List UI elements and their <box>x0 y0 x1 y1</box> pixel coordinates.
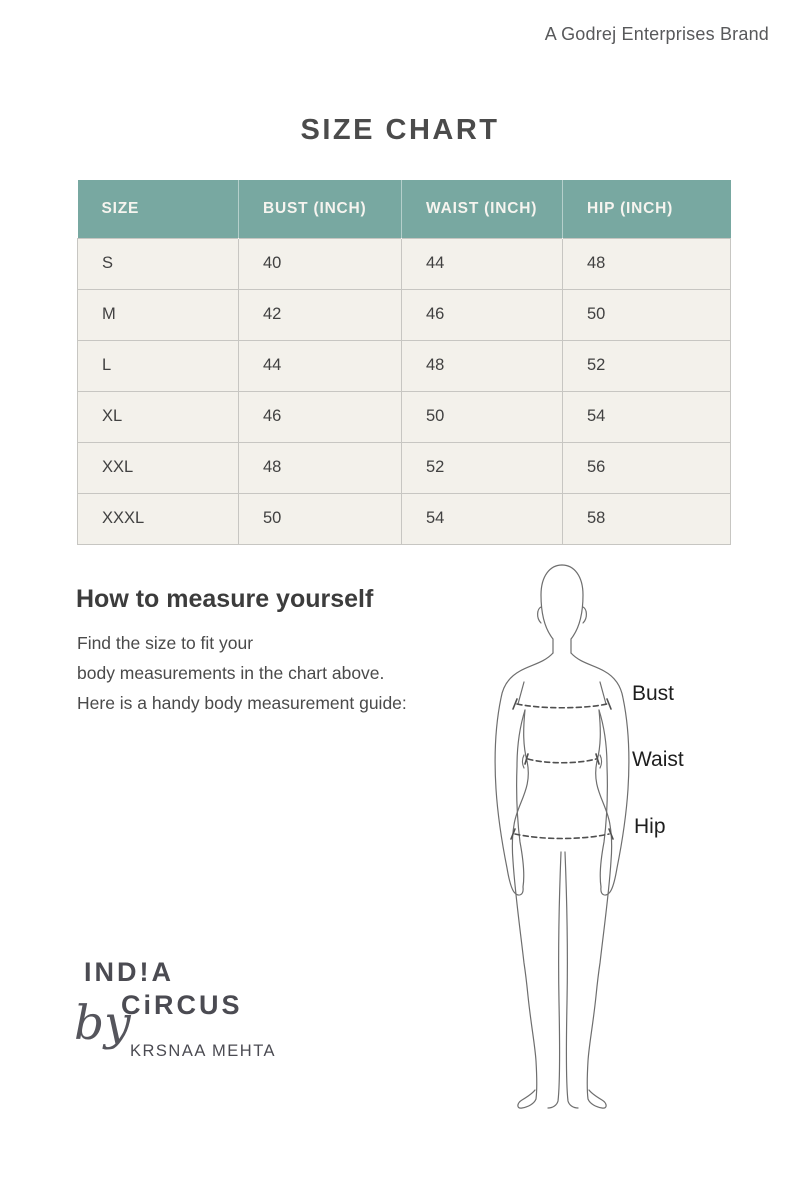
table-row: XL 46 50 54 <box>77 390 731 443</box>
column-header-hip: HIP (INCH) <box>562 180 731 238</box>
size-cell: S <box>77 237 239 290</box>
bust-cell: 44 <box>238 339 402 392</box>
bust-cell: 46 <box>238 390 402 443</box>
logo-designer-name: KRSNAA MEHTA <box>130 1042 277 1060</box>
table-row: XXL 48 52 56 <box>77 441 731 494</box>
column-header-bust: BUST (INCH) <box>238 180 402 238</box>
table-row: M 42 46 50 <box>77 288 731 341</box>
hip-cell: 50 <box>562 288 731 341</box>
table-row: XXXL 50 54 58 <box>77 492 731 545</box>
guide-line: Find the size to fit your <box>77 633 254 653</box>
hip-cell: 48 <box>562 237 731 290</box>
size-cell: XXL <box>77 441 239 494</box>
size-table-header-row: SIZE BUST (INCH) WAIST (INCH) HIP (INCH) <box>77 180 731 238</box>
hip-cell: 54 <box>562 390 731 443</box>
waist-cell: 48 <box>401 339 563 392</box>
size-cell: XL <box>77 390 239 443</box>
size-table: SIZE BUST (INCH) WAIST (INCH) HIP (INCH)… <box>77 180 731 545</box>
column-header-size: SIZE <box>77 180 239 238</box>
logo-word-india: IND!A <box>84 957 174 987</box>
bust-cell: 50 <box>238 492 402 545</box>
size-cell: M <box>77 288 239 341</box>
logo-word-circus: CiRCUS <box>121 990 243 1020</box>
guide-heading: How to measure yourself <box>76 585 374 613</box>
waist-cell: 44 <box>401 237 563 290</box>
column-header-waist: WAIST (INCH) <box>401 180 563 238</box>
table-row: S 40 44 48 <box>77 237 731 290</box>
guide-text: Find the size to fit your body measureme… <box>77 628 497 718</box>
bust-cell: 40 <box>238 237 402 290</box>
hip-cell: 56 <box>562 441 731 494</box>
waist-label: Waist <box>632 748 684 771</box>
guide-line: body measurements in the chart above. <box>77 663 385 683</box>
waist-cell: 50 <box>401 390 563 443</box>
waist-cell: 52 <box>401 441 563 494</box>
size-cell: XXXL <box>77 492 239 545</box>
logo-by-script: by <box>74 996 131 1051</box>
hip-label: Hip <box>634 815 666 838</box>
table-row: L 44 48 52 <box>77 339 731 392</box>
hip-cell: 52 <box>562 339 731 392</box>
waist-cell: 54 <box>401 492 563 545</box>
bust-cell: 48 <box>238 441 402 494</box>
bust-cell: 42 <box>238 288 402 341</box>
size-cell: L <box>77 339 239 392</box>
waist-cell: 46 <box>401 288 563 341</box>
page-title: SIZE CHART <box>300 114 500 146</box>
body-measurement-figure-icon <box>494 564 630 1109</box>
india-circus-logo: IND!A CiRCUS by KRSNAA MEHTA <box>74 952 304 1072</box>
hip-cell: 58 <box>562 492 731 545</box>
guide-line: Here is a handy body measurement guide: <box>77 693 407 713</box>
bust-label: Bust <box>632 682 675 705</box>
brand-note: A Godrej Enterprises Brand <box>544 24 769 44</box>
